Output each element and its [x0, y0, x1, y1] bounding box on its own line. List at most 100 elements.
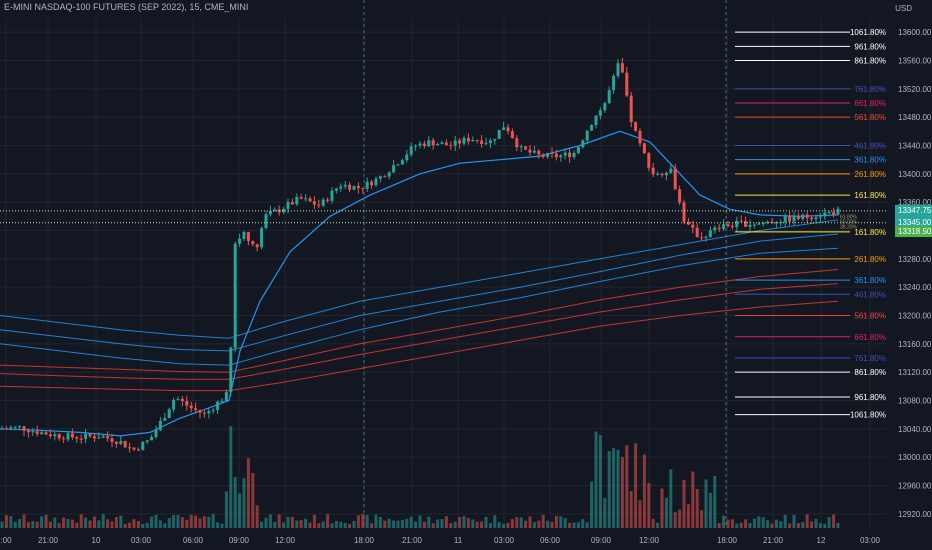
volume-bar	[550, 521, 554, 528]
x-tick-label: 06:00	[183, 536, 204, 545]
candle-body	[163, 417, 167, 421]
volume-bar	[238, 493, 242, 528]
volume-bar	[70, 519, 74, 528]
volume-bar	[180, 517, 184, 528]
candle-body	[774, 222, 778, 224]
candle-body	[97, 437, 101, 439]
volume-bar	[246, 458, 250, 528]
candle-body	[576, 147, 580, 154]
candle-body	[75, 437, 79, 439]
volume-bar	[506, 522, 510, 528]
candle-body	[471, 140, 475, 142]
volume-bar	[207, 516, 211, 528]
volume-bar	[422, 521, 426, 528]
candle-body	[563, 152, 567, 156]
volume-bar	[796, 522, 800, 528]
candle-body	[4, 428, 8, 430]
price-badge-label: 13318.50	[898, 227, 932, 236]
x-tick-label: 06:00	[540, 536, 561, 545]
candle-body	[268, 211, 272, 215]
price-badge-label: 13345.00	[898, 218, 932, 227]
volume-bar	[378, 516, 382, 528]
candle-body	[282, 208, 286, 213]
candle-body	[48, 434, 52, 437]
volume-bar	[827, 517, 831, 528]
candle-body	[176, 398, 180, 400]
volume-bar	[766, 520, 770, 528]
candle-body	[312, 201, 316, 205]
volume-bar	[409, 516, 413, 528]
volume-bar	[101, 514, 105, 528]
candle-body	[418, 143, 422, 146]
volume-bar	[286, 516, 290, 528]
volume-bar	[761, 517, 765, 528]
candle-body	[246, 232, 250, 242]
candle-body	[792, 215, 796, 222]
candle-body	[35, 431, 39, 435]
candle-body	[31, 431, 35, 433]
fib-level-label: 161.80%	[854, 228, 886, 237]
volume-bar	[757, 516, 761, 528]
volume-bar	[176, 515, 180, 528]
candle-body	[449, 145, 453, 147]
candle-body	[273, 209, 277, 212]
candle-body	[220, 401, 224, 403]
volume-bar	[396, 520, 400, 528]
candle-body	[717, 227, 721, 229]
candle-body	[62, 438, 66, 440]
candle-body	[810, 217, 814, 220]
candle-body	[427, 140, 431, 147]
candle-body	[70, 433, 74, 438]
small-fib-label: 50.00%	[840, 219, 858, 225]
volume-bar	[229, 426, 233, 528]
candle-body	[79, 438, 83, 440]
volume-bar	[79, 514, 83, 528]
candle-body	[57, 434, 61, 439]
candle-body	[475, 140, 479, 142]
candle-body	[559, 155, 563, 158]
candle-body	[295, 197, 299, 205]
candle-body	[264, 214, 268, 229]
volume-bar	[57, 523, 61, 528]
y-tick-label: 13080.00	[898, 397, 932, 406]
candle-body	[348, 184, 352, 190]
candle-body	[818, 216, 822, 218]
candle-body	[352, 186, 356, 190]
candle-body	[638, 130, 642, 144]
volume-bar	[603, 498, 607, 528]
volume-bar	[788, 523, 792, 528]
fib-level-label: 361.80%	[854, 276, 886, 285]
volume-bar	[132, 519, 136, 528]
candle-body	[40, 432, 44, 435]
volume-bar	[440, 519, 444, 528]
candle-body	[752, 224, 756, 226]
volume-bar	[541, 514, 545, 528]
candle-body	[466, 137, 470, 142]
volume-bar	[185, 519, 189, 528]
volume-bar	[343, 523, 347, 528]
volume-bar	[361, 514, 365, 528]
y-tick-label: 13240.00	[898, 283, 932, 292]
candle-body	[497, 130, 501, 139]
volume-bar	[748, 523, 752, 528]
candle-body	[722, 224, 726, 229]
candle-body	[110, 438, 114, 442]
candle-body	[664, 172, 668, 176]
volume-bar	[818, 523, 822, 528]
volume-bar	[48, 521, 52, 528]
volume-bar	[150, 516, 154, 528]
candle-body	[383, 176, 387, 178]
candle-body	[541, 154, 545, 157]
volume-bar	[304, 518, 308, 528]
fib-level-label: 1061.80%	[850, 411, 886, 420]
candle-body	[629, 95, 633, 123]
fib-level-label: 761.80%	[854, 354, 886, 363]
volume-bar	[295, 520, 299, 528]
volume-bar	[290, 516, 294, 528]
volume-bar	[832, 514, 836, 528]
volume-bar	[792, 514, 796, 528]
candle-body	[695, 227, 699, 238]
candle-body	[44, 432, 48, 435]
volume-bar	[268, 514, 272, 528]
